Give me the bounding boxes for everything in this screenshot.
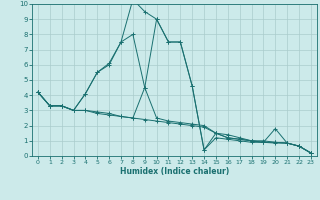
X-axis label: Humidex (Indice chaleur): Humidex (Indice chaleur) [120, 167, 229, 176]
